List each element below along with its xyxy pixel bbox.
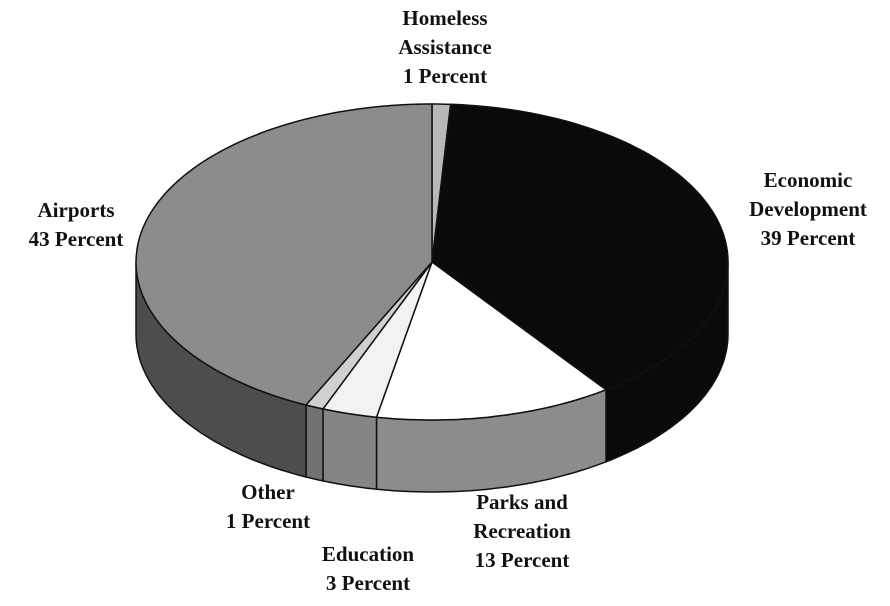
slice-value-label: 1 Percent — [225, 509, 311, 533]
slice — [321, 261, 433, 419]
slice-label: Airports — [37, 198, 115, 222]
slice-side — [305, 404, 324, 482]
slice-value-label: 13 Percent — [474, 548, 570, 572]
slice-label: Economic Development — [749, 168, 867, 221]
slice-value-label: 39 Percent — [760, 226, 856, 250]
slice-value-label: 1 Percent — [402, 64, 488, 88]
slice-label: Education — [321, 542, 415, 566]
slice — [431, 103, 729, 391]
slice-label: Homeless Assistance — [398, 6, 492, 59]
slice-label: Other — [241, 480, 295, 504]
slice-value-label: 43 Percent — [28, 227, 124, 251]
slice — [375, 260, 608, 421]
slice — [135, 103, 433, 406]
slice-value-label: 3 Percent — [325, 571, 411, 595]
slice-label: Parks and Recreation — [473, 490, 571, 543]
